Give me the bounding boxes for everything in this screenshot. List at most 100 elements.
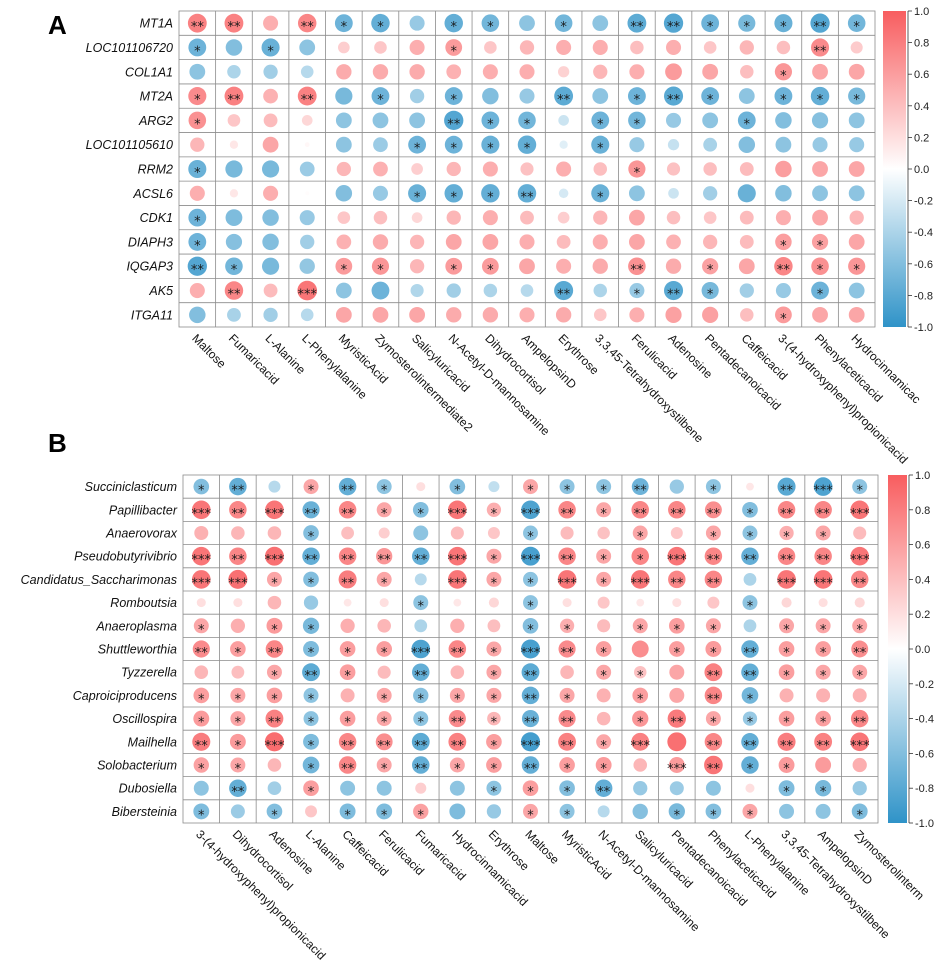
significance-marker: *** [850, 507, 870, 522]
correlation-circle [189, 283, 205, 299]
correlation-circle [481, 111, 500, 130]
correlation-circle [631, 640, 649, 658]
correlation-circle [229, 140, 239, 149]
correlation-circle [263, 283, 278, 298]
correlation-circle [774, 63, 793, 81]
significance-marker: *** [192, 576, 212, 591]
correlation-circle [193, 478, 210, 495]
significance-marker: * [527, 808, 534, 823]
correlation-circle [742, 711, 758, 726]
correlation-circle [339, 664, 356, 681]
correlation-circle [556, 39, 572, 55]
significance-marker: ** [524, 762, 538, 777]
correlation-circle [559, 140, 568, 149]
correlation-circle [592, 15, 609, 32]
significance-marker: ** [341, 553, 355, 568]
significance-marker: * [820, 646, 827, 661]
correlation-circle [335, 112, 352, 129]
correlation-circle [560, 665, 574, 679]
correlation-circle [596, 502, 612, 518]
correlation-circle [774, 14, 793, 33]
correlation-circle [668, 187, 679, 199]
significance-marker: ** [521, 190, 535, 205]
correlation-circle [191, 500, 211, 520]
correlation-circle [705, 780, 721, 796]
significance-marker: * [491, 716, 498, 731]
significance-marker: ** [231, 553, 245, 568]
colorbar-tick-label: 0.6 [914, 69, 929, 81]
correlation-circle [409, 234, 425, 250]
row-label-mailhella: Mailhella [128, 735, 177, 749]
significance-marker: ** [777, 263, 791, 278]
correlation-circle [263, 307, 278, 322]
significance-marker: * [783, 646, 790, 661]
correlation-circle [225, 160, 243, 178]
correlation-circle [520, 210, 534, 225]
significance-marker: * [198, 484, 205, 499]
correlation-circle [559, 618, 575, 633]
correlation-circle [597, 526, 610, 540]
significance-marker: * [308, 530, 315, 545]
significance-marker: * [308, 576, 315, 591]
correlation-circle [742, 595, 758, 611]
correlation-circle [848, 306, 865, 323]
correlation-circle [558, 640, 576, 658]
correlation-circle [481, 135, 500, 154]
correlation-circle [849, 210, 864, 225]
correlation-circle [851, 803, 868, 820]
significance-marker: ** [814, 44, 828, 59]
correlation-circle [411, 639, 431, 659]
correlation-circle [663, 13, 684, 33]
significance-marker: * [271, 808, 278, 823]
significance-marker: * [271, 623, 278, 638]
correlation-circle [188, 87, 207, 106]
significance-marker: ** [451, 716, 465, 731]
correlation-circle [486, 757, 502, 773]
correlation-circle [812, 161, 828, 177]
significance-marker: * [381, 808, 388, 823]
significance-marker: ** [451, 739, 465, 754]
correlation-circle [378, 527, 390, 539]
correlation-circle [594, 779, 613, 797]
significance-marker: * [377, 20, 384, 35]
correlation-circle [632, 687, 649, 704]
significance-marker: ** [414, 669, 428, 684]
significance-marker: * [856, 669, 863, 684]
correlation-circle [486, 780, 502, 796]
correlation-circle [739, 235, 754, 249]
correlation-circle [777, 570, 796, 589]
correlation-circle [629, 64, 645, 80]
correlation-circle [410, 283, 424, 298]
correlation-circle [448, 732, 467, 751]
correlation-circle [704, 733, 723, 751]
correlation-circle [303, 687, 319, 703]
correlation-circle [263, 15, 279, 31]
correlation-circle [376, 803, 393, 820]
significance-marker: ** [780, 553, 794, 568]
correlation-circle [189, 63, 206, 80]
significance-marker: * [198, 762, 205, 777]
correlation-circle [297, 13, 317, 33]
correlation-circle [519, 40, 535, 55]
significance-marker: ** [707, 669, 721, 684]
significance-marker: ** [524, 692, 538, 707]
significance-marker: *** [228, 576, 248, 591]
correlation-circle [704, 501, 722, 519]
correlation-circle [629, 307, 645, 323]
significance-marker: ** [301, 93, 315, 108]
significance-marker: * [344, 646, 351, 661]
significance-marker: * [783, 669, 790, 684]
correlation-circle [233, 598, 243, 608]
correlation-circle [230, 757, 246, 773]
correlation-circle [486, 571, 502, 587]
correlation-circle [848, 112, 865, 129]
correlation-circle [482, 87, 499, 105]
correlation-circle [409, 88, 425, 104]
correlation-circle [663, 86, 684, 106]
significance-marker: *** [667, 553, 687, 568]
correlation-circle [412, 501, 429, 518]
significance-marker: * [707, 93, 714, 108]
colorbar-tick-label: 0.2 [915, 609, 930, 621]
correlation-circle [488, 481, 500, 493]
